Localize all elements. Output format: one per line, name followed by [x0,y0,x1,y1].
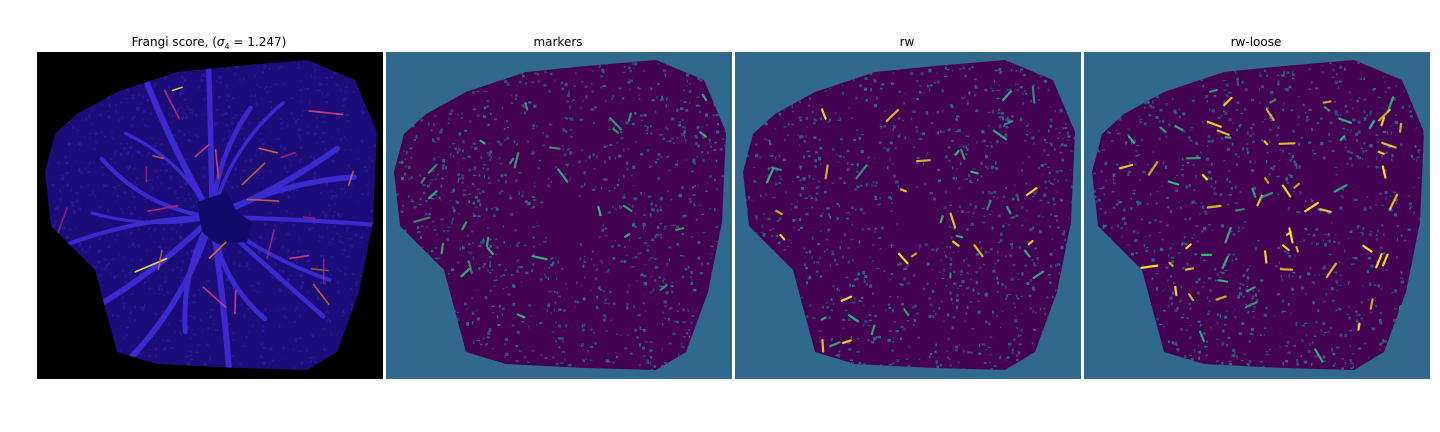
rw-loose-image [1084,52,1430,379]
rw-image [735,52,1081,379]
panel-title-rw: rw [899,35,915,49]
panel-title-markers: markers [533,35,583,49]
texture-layer [743,60,1075,370]
panel-title-rw-loose: rw-loose [1230,35,1282,49]
frangi-score-image [37,52,383,379]
texture-layer [394,60,726,370]
markers-image [386,52,732,379]
panel-title-frangi: Frangi score, (σ4 = 1.247) [131,35,287,51]
